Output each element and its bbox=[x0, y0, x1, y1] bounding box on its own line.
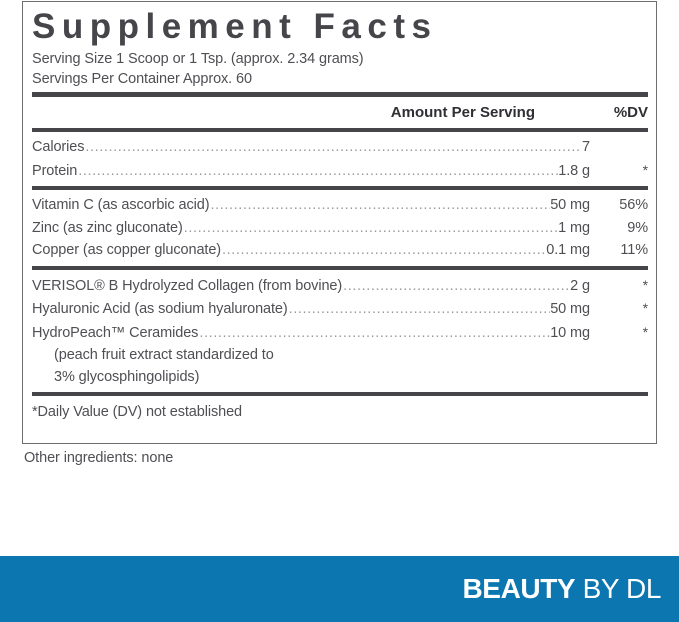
other-ingredients-text: Other ingredients: none bbox=[24, 450, 174, 466]
row-dv: * bbox=[642, 276, 648, 293]
row-amount: 0.1 mg bbox=[546, 242, 590, 258]
panel-title: Supplement Facts bbox=[32, 7, 438, 46]
dot-leader: ........................................… bbox=[85, 139, 583, 155]
row-amount: 10 mg bbox=[550, 324, 590, 341]
dot-leader: ........................................… bbox=[210, 197, 550, 213]
table-row: HydroPeach™ Ceramides ..................… bbox=[32, 321, 648, 345]
daily-value-footnote: *Daily Value (DV) not established bbox=[32, 404, 243, 420]
row-amount: 7 bbox=[582, 139, 590, 155]
table-row: Vitamin C (as ascorbic acid) ...........… bbox=[32, 194, 648, 217]
table-header-row: Amount Per Serving %DV bbox=[32, 97, 648, 128]
row-name: HydroPeach™ Ceramides bbox=[32, 324, 199, 341]
dot-leader: ........................................… bbox=[343, 277, 570, 294]
dot-leader: ........................................… bbox=[288, 301, 551, 317]
row-amount: 1 mg bbox=[558, 219, 590, 236]
row-name: Hyaluronic Acid (as sodium hyaluronate) bbox=[32, 301, 288, 317]
table-row: Calories ...............................… bbox=[32, 136, 648, 159]
dot-leader: ........................................… bbox=[222, 242, 547, 258]
nutrient-group-vitamins: Vitamin C (as ascorbic acid) ...........… bbox=[32, 190, 648, 266]
row-name: Protein bbox=[32, 162, 78, 179]
brand-footer-bar: BEAUTY BY DL bbox=[0, 556, 679, 622]
table-row: VERISOL® B Hydrolyzed Collagen (from bov… bbox=[32, 274, 648, 298]
rule-above-header bbox=[32, 92, 648, 97]
row-name: Zinc (as zinc gluconate) bbox=[32, 219, 183, 236]
row-dv: * bbox=[642, 300, 648, 316]
row-dv: 9% bbox=[627, 219, 648, 236]
row-dv: * bbox=[642, 323, 648, 340]
percent-dv-header: %DV bbox=[613, 104, 648, 121]
rule-above-footnote bbox=[32, 392, 648, 396]
row-name: VERISOL® B Hydrolyzed Collagen (from bov… bbox=[32, 277, 343, 294]
row-name: Copper (as copper gluconate) bbox=[32, 242, 222, 258]
row-amount: 2 g bbox=[570, 277, 590, 294]
dot-leader: ........................................… bbox=[183, 219, 558, 236]
ingredient-subline: (peach fruit extract standardized to bbox=[54, 347, 274, 363]
nutrient-group-basic: Calories ...............................… bbox=[32, 132, 648, 186]
ingredient-subline: 3% glycosphingolipids) bbox=[54, 369, 200, 385]
amount-per-serving-header: Amount Per Serving bbox=[390, 104, 535, 121]
dot-leader: ........................................… bbox=[78, 162, 559, 179]
row-dv: 11% bbox=[620, 242, 648, 258]
supplement-facts-panel: Supplement Facts Serving Size 1 Scoop or… bbox=[22, 1, 657, 444]
serving-size-text: Serving Size 1 Scoop or 1 Tsp. (approx. … bbox=[32, 51, 364, 67]
row-name: Vitamin C (as ascorbic acid) bbox=[32, 197, 210, 213]
row-amount: 50 mg bbox=[550, 301, 590, 317]
rule-below-header bbox=[32, 128, 648, 132]
rule-group-2 bbox=[32, 265, 648, 270]
row-dv: 56% bbox=[619, 197, 648, 213]
table-row: Zinc (as zinc gluconate) ...............… bbox=[32, 217, 648, 240]
table-row: Hyaluronic Acid (as sodium hyaluronate) … bbox=[32, 297, 648, 321]
row-dv: * bbox=[642, 161, 648, 178]
rule-group-1 bbox=[32, 186, 648, 190]
brand-logo-bold: BEAUTY bbox=[462, 573, 576, 604]
brand-logo: BEAUTY BY DL bbox=[462, 574, 661, 604]
table-row: Copper (as copper gluconate) ...........… bbox=[32, 239, 648, 262]
row-name: Calories bbox=[32, 139, 85, 155]
brand-logo-light: BY DL bbox=[575, 573, 662, 604]
nutrient-group-actives: VERISOL® B Hydrolyzed Collagen (from bov… bbox=[32, 270, 648, 393]
table-row: Protein ................................… bbox=[32, 159, 648, 183]
servings-per-container-text: Servings Per Container Approx. 60 bbox=[32, 71, 252, 87]
row-amount: 50 mg bbox=[550, 197, 590, 213]
row-amount: 1.8 g bbox=[558, 162, 590, 179]
dot-leader: ........................................… bbox=[199, 324, 550, 341]
